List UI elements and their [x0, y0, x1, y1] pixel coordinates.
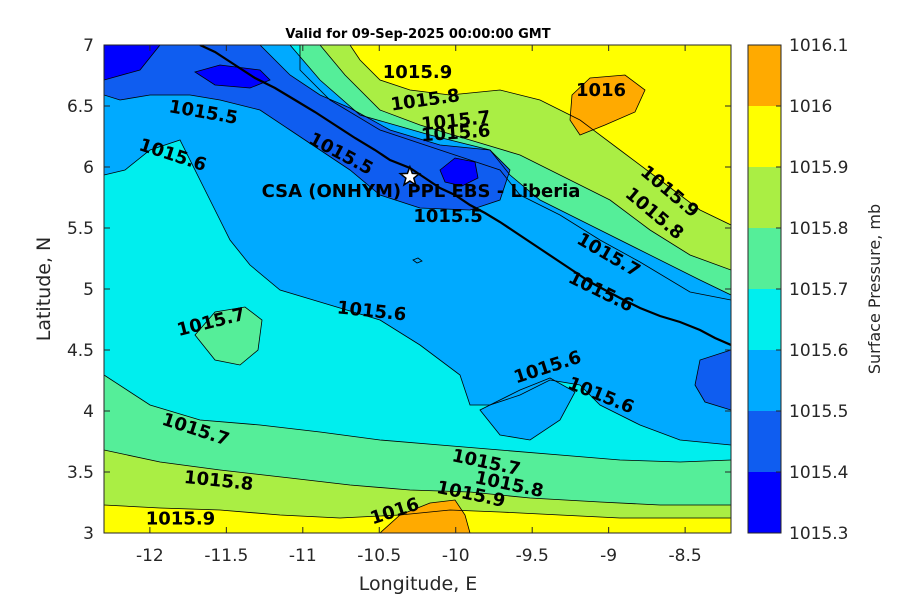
- x-tick-label: -11: [289, 546, 317, 566]
- colorbar-tick-label: 1016: [789, 97, 832, 117]
- contour-label: 1015.6: [420, 120, 491, 146]
- y-tick-label: 5.5: [67, 219, 94, 239]
- colorbar-tick-label: 1015.9: [789, 158, 848, 178]
- colorbar-segment: [748, 106, 781, 167]
- contour-band-1015-3-nw: [104, 45, 160, 80]
- y-axis: 3 3.5 4 4.5 5 5.5 6 6.5 7: [67, 36, 731, 544]
- y-tick-label: 6: [83, 158, 94, 178]
- contour-label: 1015.9: [146, 508, 215, 529]
- y-axis-label: Latitude, N: [33, 237, 55, 342]
- colorbar-segment: [748, 472, 781, 533]
- x-tick-label: -12: [136, 546, 164, 566]
- contour-label: 1015.5: [413, 206, 482, 227]
- contour-band-1015-5: [104, 45, 731, 445]
- colorbar: 1015.3 1015.4 1015.5 1015.6 1015.7 1015.8 1015…: [747, 36, 848, 544]
- colorbar-tick-label: 1015.8: [789, 219, 848, 239]
- contour-band-1015-8-south: [104, 450, 731, 533]
- y-tick-label: 4: [83, 402, 94, 422]
- contour-band-1015-4-east: [695, 350, 731, 410]
- contour-band-1015-3-center: [440, 158, 478, 186]
- y-tick-label: 3: [83, 524, 94, 544]
- contour-band-1015-5-lobe: [480, 378, 575, 440]
- colorbar-tick-label: 1015.6: [789, 341, 848, 361]
- x-tick-label: -9: [600, 546, 617, 566]
- colorbar-segment: [748, 289, 781, 350]
- colorbar-tick-label: 1016.1: [789, 36, 848, 56]
- contour-label: 1016: [576, 80, 626, 101]
- colorbar-tick-label: 1015.7: [789, 280, 848, 300]
- coastline: [199, 45, 731, 347]
- colorbar-tick-label: 1015.4: [789, 463, 848, 483]
- y-tick-label: 7: [83, 36, 94, 56]
- contour-label: 1015.9: [383, 62, 452, 83]
- colorbar-label: Surface Pressure, mb: [865, 204, 884, 374]
- colorbar-segment: [748, 167, 781, 228]
- contour-lines: [104, 45, 731, 533]
- y-tick-label: 3.5: [67, 463, 94, 483]
- colorbar-tick-label: 1015.3: [789, 524, 848, 544]
- chart-title: Valid for 09-Sep-2025 00:00:00 GMT: [285, 27, 550, 42]
- x-tick-label: -10.5: [357, 546, 401, 566]
- station-star-icon: [398, 164, 422, 187]
- x-axis: -12 -11.5 -11 -10.5 -10 -9.5 -9 -8.5: [136, 45, 702, 566]
- x-tick-label: -11.5: [204, 546, 248, 566]
- y-tick-label: 6.5: [67, 97, 94, 117]
- station-label: CSA (ONHYM) PPL EBS - Liberia: [262, 181, 581, 202]
- contour-band-1015-3-north: [195, 65, 270, 88]
- colorbar-tick-label: 1015.5: [789, 402, 848, 422]
- x-tick-label: -10: [442, 546, 470, 566]
- y-tick-label: 5: [83, 280, 94, 300]
- contour-band-1016-south: [380, 500, 470, 533]
- colorbar-segment: [748, 411, 781, 472]
- colorbar-segment: [748, 45, 781, 106]
- contour-band-1015-7-west: [195, 307, 262, 365]
- x-tick-label: -8.5: [669, 546, 702, 566]
- y-tick-label: 4.5: [67, 341, 94, 361]
- x-axis-label: Longitude, E: [359, 573, 478, 595]
- x-tick-label: -9.5: [516, 546, 549, 566]
- contour-band-1016-north: [570, 75, 645, 135]
- colorbar-segment: [748, 350, 781, 411]
- colorbar-segment: [748, 228, 781, 289]
